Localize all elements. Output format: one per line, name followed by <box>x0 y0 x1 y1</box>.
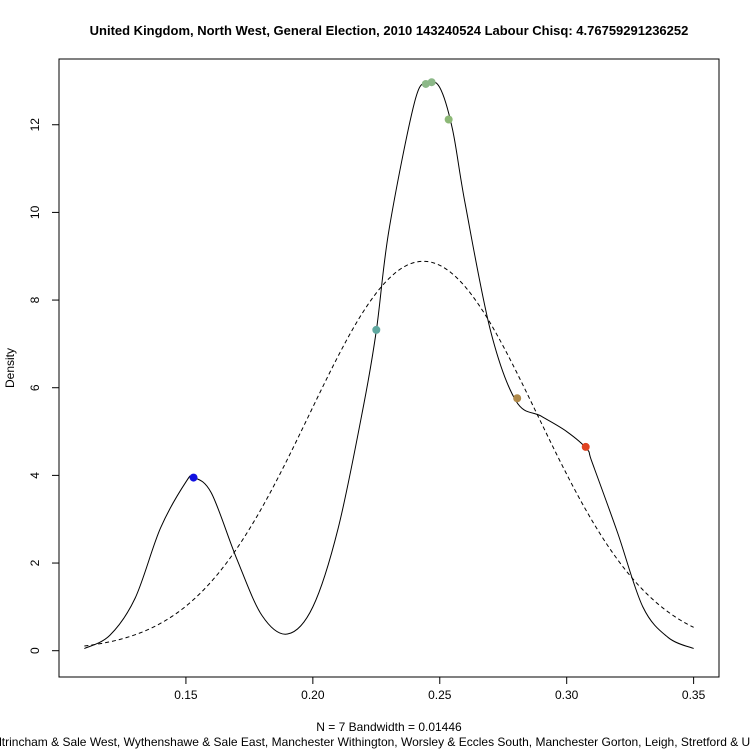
data-point <box>513 394 522 403</box>
chart-title: United Kingdom, North West, General Elec… <box>90 23 689 38</box>
chart-subtitle: Altrincham & Sale West, Wythenshawe & Sa… <box>0 735 750 749</box>
data-point <box>444 115 453 124</box>
y-tick-label: 0 <box>28 647 42 654</box>
x-tick-label: 0.35 <box>682 688 706 702</box>
y-tick-label: 10 <box>28 205 42 219</box>
x-axis: 0.15 0.20 0.25 0.30 0.35 <box>174 677 706 702</box>
x-tick-label: 0.15 <box>174 688 198 702</box>
x-tick-label: 0.25 <box>428 688 452 702</box>
data-point <box>189 473 198 482</box>
data-point <box>581 442 590 451</box>
x-tick-label: 0.30 <box>555 688 579 702</box>
data-points <box>189 78 590 482</box>
y-tick-label: 6 <box>28 384 42 391</box>
y-tick-label: 12 <box>28 118 42 132</box>
data-point <box>372 325 381 334</box>
x-tick-label: 0.20 <box>301 688 325 702</box>
y-tick-label: 8 <box>28 296 42 303</box>
x-axis-label: N = 7 Bandwidth = 0.01446 <box>316 720 462 734</box>
y-axis: 0 2 4 6 8 10 12 <box>28 118 59 654</box>
y-axis-label: Density <box>3 348 17 388</box>
y-tick-label: 4 <box>28 472 42 479</box>
y-tick-label: 2 <box>28 559 42 566</box>
plot-frame <box>58 58 720 678</box>
kde-curve <box>84 80 694 649</box>
data-point <box>427 78 436 87</box>
normal-fit-curve <box>84 260 694 647</box>
